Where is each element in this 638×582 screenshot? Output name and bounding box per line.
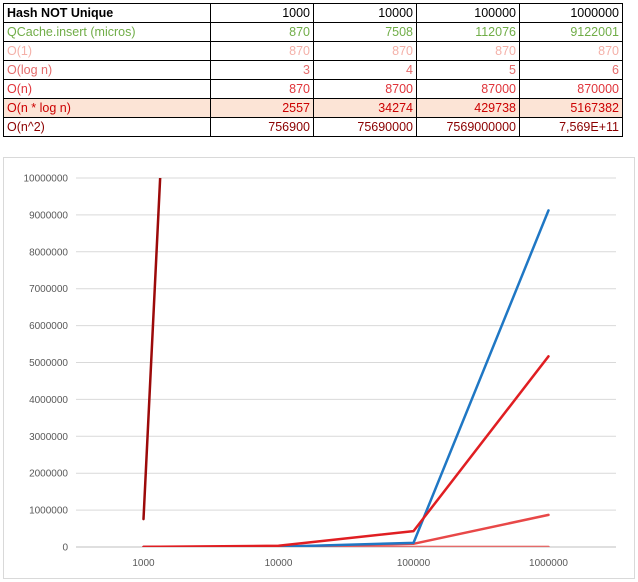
table-row: O(n) 870 8700 87000 870000	[3, 79, 623, 99]
table-cell: 756900	[210, 117, 314, 137]
line-chart: 0 1000000 2000000 3000000 4000000 5000000 6000…	[3, 157, 635, 579]
table-cell: 112076	[416, 22, 520, 42]
table-header-cell: 1000000	[519, 3, 623, 23]
row-label: O(n * log n)	[3, 98, 211, 118]
y-tick-label: 3000000	[29, 432, 68, 443]
table-cell: 7569000000	[416, 117, 520, 137]
x-tick-label: 100000	[397, 558, 431, 569]
table-cell: 870	[210, 79, 314, 99]
table-row: O(1) 870 870 870 870	[3, 41, 623, 61]
table-row: QCache.insert (micros) 870 7508 112076 9…	[3, 22, 623, 42]
table-cell: 9122001	[519, 22, 623, 42]
table-cell: 75690000	[313, 117, 417, 137]
table-cell: 34274	[313, 98, 417, 118]
x-tick-label: 1000000	[529, 558, 568, 569]
row-label: O(n)	[3, 79, 211, 99]
y-tick-label: 9000000	[29, 210, 68, 221]
table-cell: 87000	[416, 79, 520, 99]
table-header-cell: 1000	[210, 3, 314, 23]
series-line-2	[142, 513, 550, 547]
row-label: O(log n)	[3, 60, 211, 80]
y-tick-label: 0	[62, 543, 68, 554]
data-table: Hash NOT Unique 1000 10000 100000 100000…	[3, 3, 623, 137]
table-header-cell: 10000	[313, 3, 417, 23]
table-header-cell: 100000	[416, 3, 520, 23]
table-cell: 429738	[416, 98, 520, 118]
table-cell: 7,569E+11	[519, 117, 623, 137]
table-cell: 870	[519, 41, 623, 61]
table-cell: 5	[416, 60, 520, 80]
table-cell: 6	[519, 60, 623, 80]
table-cell: 7508	[313, 22, 417, 42]
y-tick-label: 10000000	[24, 174, 69, 185]
x-tick-label: 10000	[265, 558, 293, 569]
y-tick-label: 5000000	[29, 358, 68, 369]
row-label: O(1)	[3, 41, 211, 61]
table-header-row: Hash NOT Unique 1000 10000 100000 100000…	[3, 3, 623, 23]
table-cell: 870	[210, 22, 314, 42]
table-cell: 870000	[519, 79, 623, 99]
table-row: O(n * log n) 2557 34274 429738 5167382	[3, 98, 623, 118]
row-label: QCache.insert (micros)	[3, 22, 211, 42]
series-line-3	[142, 209, 550, 547]
series-line-5	[144, 158, 549, 522]
table-cell: 870	[416, 41, 520, 61]
table-row: O(n^2) 756900 75690000 7569000000 7,569E…	[3, 117, 623, 137]
table-cell: 870	[210, 41, 314, 61]
table-cell: 4	[313, 60, 417, 80]
table-cell: 2557	[210, 98, 314, 118]
y-tick-label: 4000000	[29, 395, 68, 406]
table-row: O(log n) 3 4 5 6	[3, 60, 623, 80]
series-line-4	[142, 355, 550, 547]
y-tick-label: 2000000	[29, 469, 68, 480]
table-cell: 8700	[313, 79, 417, 99]
x-tick-label: 1000	[132, 558, 155, 569]
y-tick-label: 6000000	[29, 321, 68, 332]
table-cell: 870	[313, 41, 417, 61]
y-tick-label: 7000000	[29, 284, 68, 295]
table-cell: 5167382	[519, 98, 623, 118]
y-tick-label: 1000000	[29, 506, 68, 517]
row-label: O(n^2)	[3, 117, 211, 137]
y-tick-label: 8000000	[29, 247, 68, 258]
chart-canvas: 0 1000000 2000000 3000000 4000000 5000000 6000…	[24, 158, 616, 569]
table-cell: 3	[210, 60, 314, 80]
table-header-label: Hash NOT Unique	[3, 3, 211, 23]
